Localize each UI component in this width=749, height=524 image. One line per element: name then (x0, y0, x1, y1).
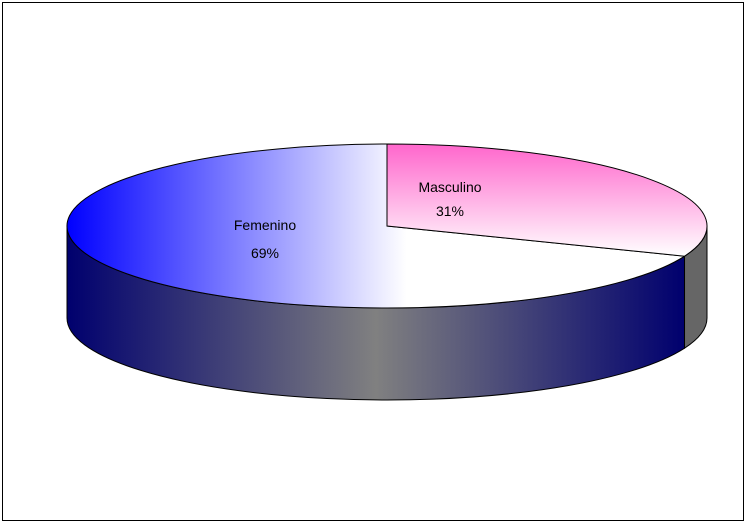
masculino-slice (386, 143, 708, 257)
femenino-slice (66, 143, 687, 309)
masculino-label: Masculino (418, 179, 481, 195)
femenino-label: Femenino (234, 217, 296, 233)
masculino-percent: 31% (436, 203, 464, 219)
femenino-percent: 69% (251, 245, 279, 261)
